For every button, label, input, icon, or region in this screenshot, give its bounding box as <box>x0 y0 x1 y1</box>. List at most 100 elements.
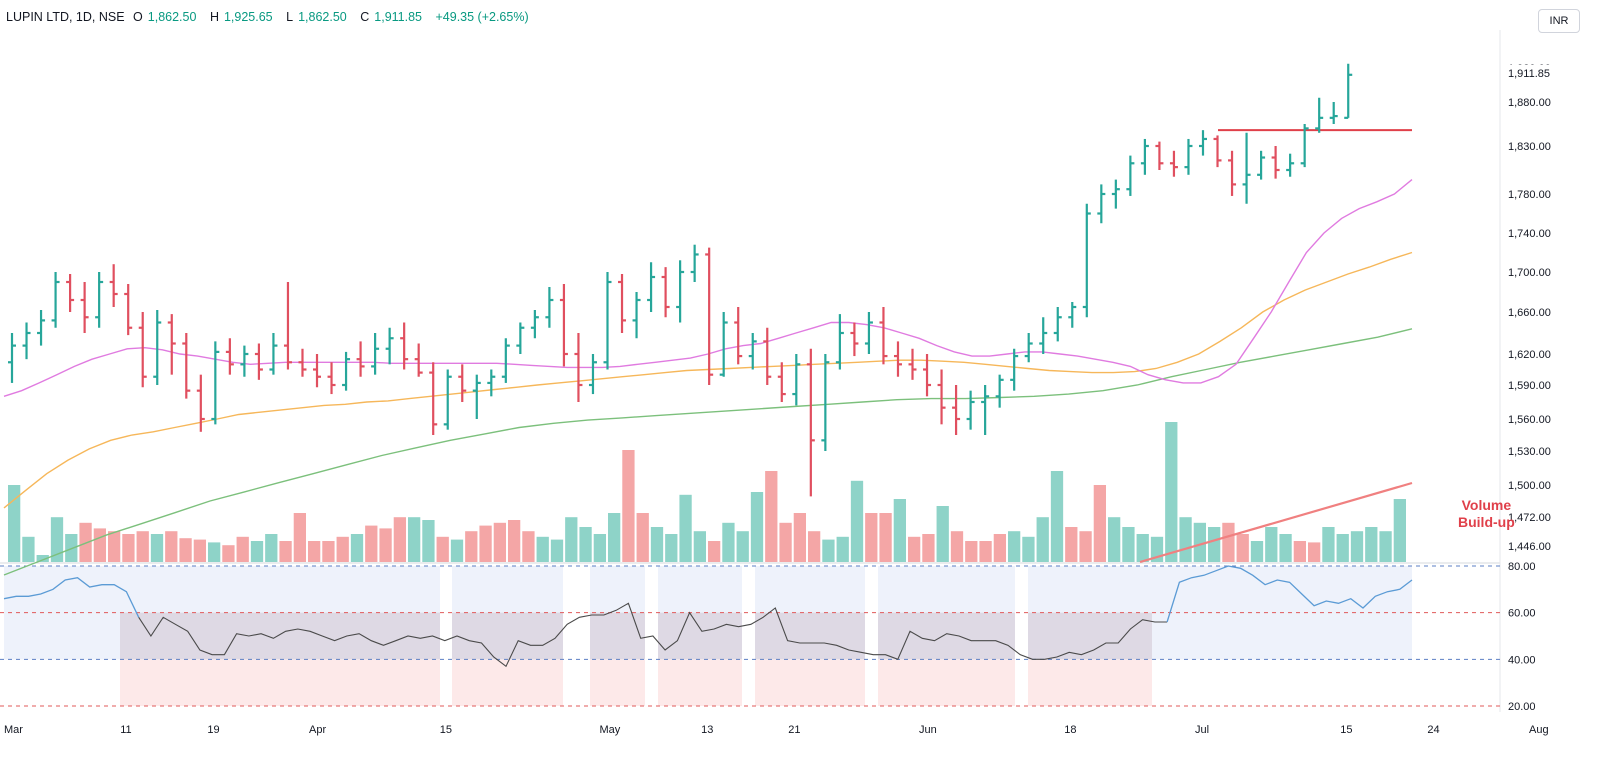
volume-bar <box>1179 517 1192 562</box>
ohlc-bar <box>342 351 351 391</box>
volume-bar <box>1293 541 1306 562</box>
ohlc-bar <box>981 385 990 435</box>
rsi-gap-3 <box>742 566 755 706</box>
volume-bar <box>793 513 806 562</box>
rsi-zone-2 <box>590 612 645 660</box>
volume-bar <box>1365 527 1378 562</box>
volume-bar <box>950 531 964 562</box>
volume-bar <box>608 513 621 562</box>
volume-bar <box>1393 499 1406 562</box>
ohlc-bar <box>676 260 685 323</box>
volume-bar <box>850 480 864 562</box>
ohlc-bar <box>356 341 365 377</box>
ohlc-bar <box>661 267 670 318</box>
ohlc-bar <box>516 322 525 354</box>
ohlc-bar <box>1097 184 1106 224</box>
volume-bar <box>22 536 35 562</box>
volume-bar <box>822 539 835 562</box>
volume-bar <box>1222 522 1235 562</box>
ohlc-bar <box>298 348 307 377</box>
volume-bar <box>1050 471 1064 562</box>
x-axis-label: 18 <box>1064 724 1076 736</box>
ohlc-bar <box>1184 138 1193 175</box>
volume-bar <box>593 534 606 562</box>
price-axis-label: 1,880.00 <box>1508 97 1551 109</box>
volume-bar <box>36 555 49 562</box>
rsi-low-zone-1 <box>452 659 563 706</box>
ohlc-bar <box>283 282 292 370</box>
rsi-low-zone-4 <box>755 659 865 706</box>
volume-bar <box>779 522 792 562</box>
rsi-gap-1 <box>563 566 590 706</box>
ohlc-bar <box>618 274 627 333</box>
volume-bar <box>136 531 149 562</box>
ohlc-bar <box>1140 138 1149 175</box>
rsi-zone-0 <box>120 612 440 660</box>
ohlc-bar <box>850 322 859 357</box>
symbol-title: LUPIN LTD, 1D, NSE <box>6 10 125 24</box>
ohlc-bar <box>22 322 31 360</box>
x-axis-label: May <box>599 724 620 736</box>
ohlc-bar <box>37 310 46 346</box>
annotation-line2: Build-up <box>1458 514 1515 530</box>
ohlc-bar <box>414 343 423 377</box>
volume-bar <box>808 531 821 562</box>
ohlc-bar <box>806 348 815 497</box>
volume-bar <box>165 531 178 562</box>
ohlc-bar <box>1169 150 1178 177</box>
volume-bar <box>1136 534 1149 562</box>
rsi-low-zone-3 <box>658 659 742 706</box>
ohlc-bar <box>8 333 16 383</box>
currency-button[interactable]: INR <box>1538 9 1580 33</box>
volume-bar <box>336 536 349 562</box>
price-axis-label: 1,530.00 <box>1508 446 1551 458</box>
ohlc-bar <box>588 354 597 395</box>
ohlc-bar <box>908 348 917 380</box>
volume-bar <box>465 531 478 562</box>
volume-bar <box>265 534 278 562</box>
rsi-axis-label: 20.00 <box>1508 701 1536 713</box>
price-axis-label: 1,590.00 <box>1508 380 1551 392</box>
volume-bar <box>1193 522 1206 562</box>
volume-bar <box>1022 536 1035 562</box>
ohlc-bar <box>1024 333 1033 363</box>
volume-bar <box>765 471 778 562</box>
rsi-axis-label: 60.00 <box>1508 608 1536 620</box>
ohlc-bar <box>777 362 786 402</box>
price-axis-label: 1,830.00 <box>1508 141 1551 153</box>
volume-buildup-annotation: Volume Build-up <box>1458 497 1515 531</box>
volume-bar <box>365 525 378 562</box>
volume-bar <box>993 534 1006 562</box>
x-axis-label: 11 <box>120 724 131 736</box>
ohlc-bar <box>690 244 699 282</box>
rsi-low-zone-6 <box>1028 659 1152 706</box>
volume-bar <box>1308 542 1321 562</box>
volume-bar <box>522 531 535 562</box>
volume-bar <box>650 527 664 562</box>
rsi-gap-5 <box>1015 566 1028 706</box>
ohlc-bar <box>864 312 873 354</box>
volume-bar <box>865 513 878 562</box>
ohlc-bar <box>1271 146 1280 179</box>
volume-bar <box>836 536 849 562</box>
volume-trend-line <box>1139 481 1413 564</box>
volume-bar <box>393 517 406 562</box>
x-axis-label: Mar <box>4 724 23 736</box>
ohlc-close: C 1,911.85 <box>360 10 422 24</box>
ohlc-bar <box>196 374 205 432</box>
volume-bar <box>636 513 649 562</box>
price-axis-label: 1,700.00 <box>1508 267 1551 279</box>
volume-bar <box>479 525 492 562</box>
volume-bar <box>193 539 206 562</box>
price-axis-label: 1,660.00 <box>1508 307 1551 319</box>
ohlc-bar <box>1111 179 1120 209</box>
volume-bar <box>1250 541 1264 562</box>
ohlc-bar <box>153 310 162 385</box>
ohlc-bar <box>647 262 656 312</box>
volume-bar <box>450 539 464 562</box>
ohlc-bar <box>66 274 75 312</box>
volume-bar <box>965 541 978 562</box>
ohlc-bar <box>124 284 133 336</box>
rsi-zone-6 <box>1028 612 1152 660</box>
